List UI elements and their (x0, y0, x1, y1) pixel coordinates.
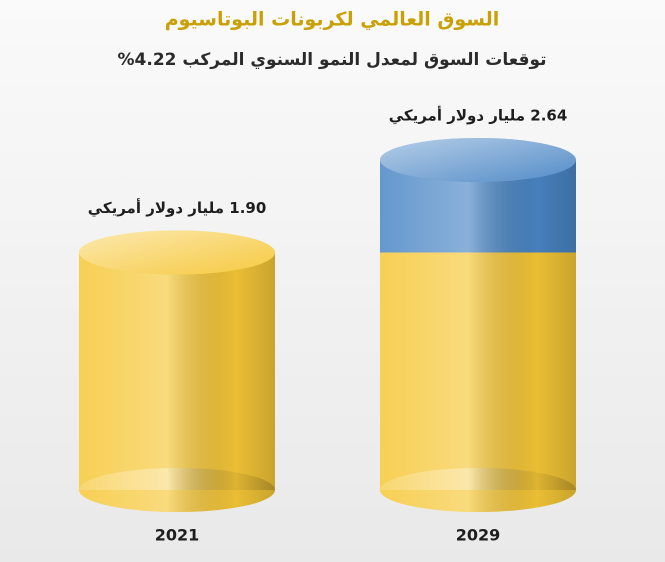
chart-title: السوق العالمي لكربونات البوتاسيوم (165, 9, 500, 31)
plot: 1.90 مليار دولار أمريكي 2021 2.64 مليار دو… (79, 106, 576, 545)
bar-top-shade (79, 230, 275, 275)
baseline-fill-bottom-shade (380, 468, 576, 512)
x-tick-label: 2021 (155, 526, 200, 545)
value-label: 2.64 مليار دولار أمريكي (389, 106, 568, 125)
bar-bottom-shade (79, 468, 275, 512)
chart-subtitle: توقعات السوق لمعدل النمو السنوي المركب 4… (117, 50, 546, 70)
bar-shade (79, 252, 275, 490)
growth-bar-top-shade (380, 138, 576, 182)
value-label: 1.90 مليار دولار أمريكي (88, 198, 267, 217)
x-tick-label: 2029 (456, 526, 501, 545)
baseline-fill-shade (380, 252, 576, 490)
